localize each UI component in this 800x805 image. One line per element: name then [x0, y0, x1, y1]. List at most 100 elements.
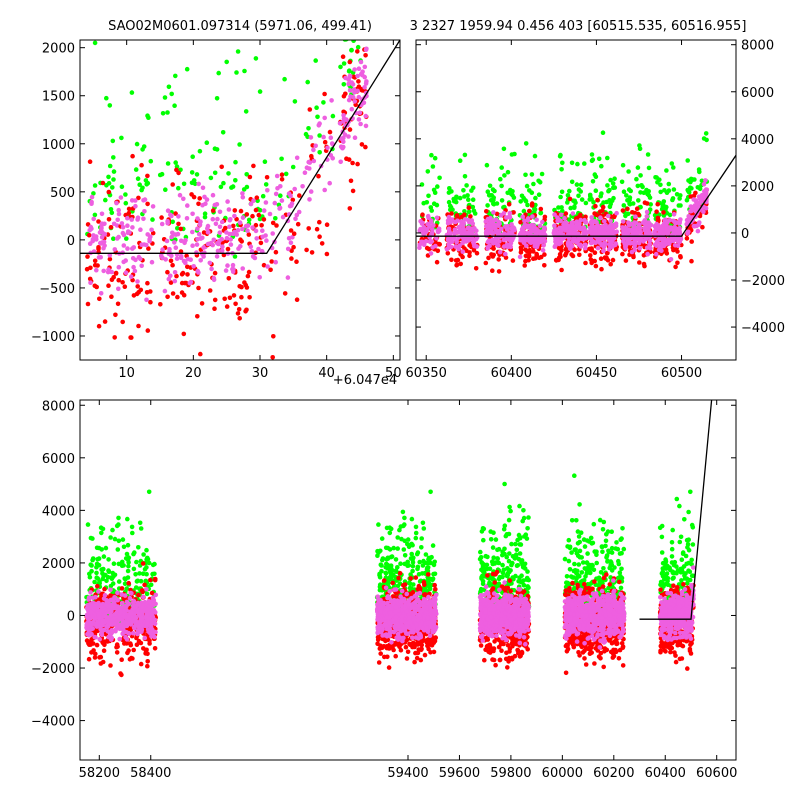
point-pink	[264, 200, 269, 205]
points-group	[84, 473, 696, 677]
point-green	[499, 165, 504, 170]
point-pink	[643, 218, 648, 223]
point-green	[510, 193, 515, 198]
point-red	[569, 252, 574, 257]
point-red	[378, 646, 383, 651]
x-tick-label: 60500	[661, 366, 702, 381]
point-red	[297, 193, 302, 198]
point-green	[112, 169, 117, 174]
point-green	[672, 187, 677, 192]
point-pink	[205, 197, 210, 202]
point-pink	[295, 156, 300, 161]
point-red	[496, 257, 501, 262]
point-green	[667, 182, 672, 187]
point-red	[118, 671, 123, 676]
point-red	[176, 222, 181, 227]
point-red	[412, 660, 417, 665]
point-red	[226, 247, 231, 252]
point-red	[212, 306, 217, 311]
point-red	[414, 575, 419, 580]
point-red	[316, 174, 321, 179]
point-pink	[532, 226, 537, 231]
point-pink	[496, 223, 501, 228]
point-pink	[523, 222, 528, 227]
point-green	[626, 169, 631, 174]
point-green	[401, 510, 406, 515]
point-pink	[98, 612, 103, 617]
point-red	[87, 233, 92, 238]
point-red	[239, 239, 244, 244]
point-green	[113, 573, 118, 578]
y-tick-label: −2000	[741, 274, 785, 289]
point-red	[559, 268, 564, 273]
point-pink	[104, 614, 109, 619]
point-pink	[329, 98, 334, 103]
point-pink	[120, 631, 125, 636]
point-green	[485, 163, 490, 168]
point-pink	[99, 291, 104, 296]
point-pink	[198, 223, 203, 228]
point-green	[559, 167, 564, 172]
point-red	[145, 659, 150, 664]
y-tick-label: 0	[67, 234, 75, 249]
point-red	[239, 295, 244, 300]
point-green	[612, 176, 617, 181]
point-pink	[505, 226, 510, 231]
point-pink	[88, 280, 93, 285]
point-red	[283, 291, 288, 296]
point-pink	[112, 621, 117, 626]
point-red	[484, 209, 489, 214]
point-green	[197, 2, 202, 7]
point-pink	[96, 589, 101, 594]
point-red	[250, 214, 255, 219]
point-green	[463, 174, 468, 179]
point-red	[415, 656, 420, 661]
points-group	[85, 0, 369, 360]
point-red	[589, 261, 594, 266]
point-pink	[217, 239, 222, 244]
point-green	[598, 194, 603, 199]
point-pink	[128, 596, 133, 601]
point-pink	[195, 242, 200, 247]
point-green	[86, 522, 91, 527]
point-pink	[130, 225, 135, 230]
point-pink	[578, 218, 583, 223]
point-red	[233, 302, 238, 307]
point-green	[125, 517, 130, 522]
point-red	[116, 302, 121, 307]
point-green	[419, 545, 424, 550]
point-red	[170, 263, 175, 268]
point-green	[146, 115, 151, 120]
point-pink	[250, 225, 255, 230]
point-pink	[194, 250, 199, 255]
point-pink	[455, 219, 460, 224]
point-red	[115, 650, 120, 655]
point-pink	[622, 226, 627, 231]
point-pink	[522, 218, 527, 223]
point-pink	[561, 222, 566, 227]
point-red	[85, 638, 90, 643]
point-green	[380, 558, 385, 563]
point-green	[601, 130, 606, 135]
point-green	[621, 163, 626, 168]
point-pink	[557, 242, 562, 247]
point-pink	[595, 223, 600, 228]
point-pink	[461, 249, 466, 254]
point-green	[90, 536, 95, 541]
point-green	[122, 576, 127, 581]
point-green	[233, 160, 238, 165]
point-pink	[103, 232, 108, 237]
point-red	[145, 664, 150, 669]
point-red	[107, 190, 112, 195]
point-green	[570, 180, 575, 185]
point-red	[563, 253, 568, 258]
point-pink	[454, 238, 459, 243]
point-green	[342, 61, 347, 66]
point-pink	[147, 617, 152, 622]
point-red	[348, 60, 353, 65]
point-pink	[426, 214, 431, 219]
point-pink	[338, 160, 343, 165]
point-green	[640, 185, 645, 190]
point-red	[232, 293, 237, 298]
x-tick-label: 60350	[406, 366, 447, 381]
